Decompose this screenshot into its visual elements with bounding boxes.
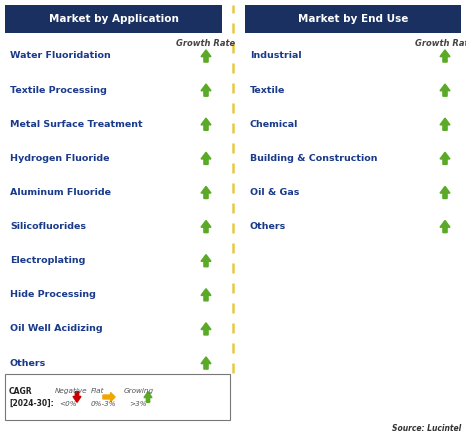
Text: [2024-30]:: [2024-30]: <box>9 399 54 407</box>
Text: Market by Application: Market by Application <box>48 14 178 24</box>
Text: Flat: Flat <box>91 388 104 394</box>
Text: <0%: <0% <box>59 401 76 407</box>
Text: Textile Processing: Textile Processing <box>10 85 107 95</box>
Text: Building & Construction: Building & Construction <box>250 154 377 163</box>
Text: Oil & Gas: Oil & Gas <box>250 188 299 197</box>
Text: CAGR: CAGR <box>9 388 33 396</box>
FancyArrow shape <box>201 152 211 164</box>
FancyArrow shape <box>440 118 450 130</box>
FancyArrow shape <box>201 118 211 130</box>
FancyArrow shape <box>440 220 450 233</box>
FancyArrow shape <box>440 186 450 198</box>
Text: Textile: Textile <box>250 85 285 95</box>
FancyArrow shape <box>440 50 450 62</box>
Text: Growth Rate: Growth Rate <box>177 39 235 49</box>
Text: Electroplating: Electroplating <box>10 256 85 265</box>
FancyArrow shape <box>73 392 81 403</box>
FancyArrow shape <box>201 289 211 301</box>
Text: Growth Rate: Growth Rate <box>415 39 466 49</box>
Text: Water Fluoridation: Water Fluoridation <box>10 52 111 60</box>
FancyArrow shape <box>201 220 211 233</box>
FancyArrow shape <box>440 152 450 164</box>
FancyArrow shape <box>103 392 115 402</box>
Text: Others: Others <box>10 358 46 367</box>
FancyArrow shape <box>201 254 211 267</box>
Text: Negative: Negative <box>55 388 88 394</box>
FancyArrow shape <box>144 392 152 403</box>
Bar <box>5 5 222 33</box>
FancyArrow shape <box>440 84 450 96</box>
Text: Aluminum Fluoride: Aluminum Fluoride <box>10 188 111 197</box>
Text: Metal Surface Treatment: Metal Surface Treatment <box>10 120 143 129</box>
Text: Silicofluorides: Silicofluorides <box>10 222 86 231</box>
FancyArrow shape <box>201 323 211 335</box>
Text: Source: Lucintel: Source: Lucintel <box>392 424 461 433</box>
FancyArrow shape <box>201 357 211 369</box>
Text: Others: Others <box>250 222 286 231</box>
Bar <box>245 5 461 33</box>
Text: Chemical: Chemical <box>250 120 298 129</box>
Text: Market by End Use: Market by End Use <box>298 14 408 24</box>
Text: Growing: Growing <box>124 388 154 394</box>
Text: Hide Processing: Hide Processing <box>10 290 96 299</box>
Text: Oil Well Acidizing: Oil Well Acidizing <box>10 325 103 333</box>
Text: Hydrogen Fluoride: Hydrogen Fluoride <box>10 154 110 163</box>
Text: Industrial: Industrial <box>250 52 302 60</box>
FancyArrow shape <box>201 84 211 96</box>
Text: >3%: >3% <box>129 401 147 407</box>
FancyArrow shape <box>201 186 211 198</box>
Text: 0%-3%: 0%-3% <box>91 401 116 407</box>
FancyArrow shape <box>201 50 211 62</box>
Bar <box>5 374 230 420</box>
